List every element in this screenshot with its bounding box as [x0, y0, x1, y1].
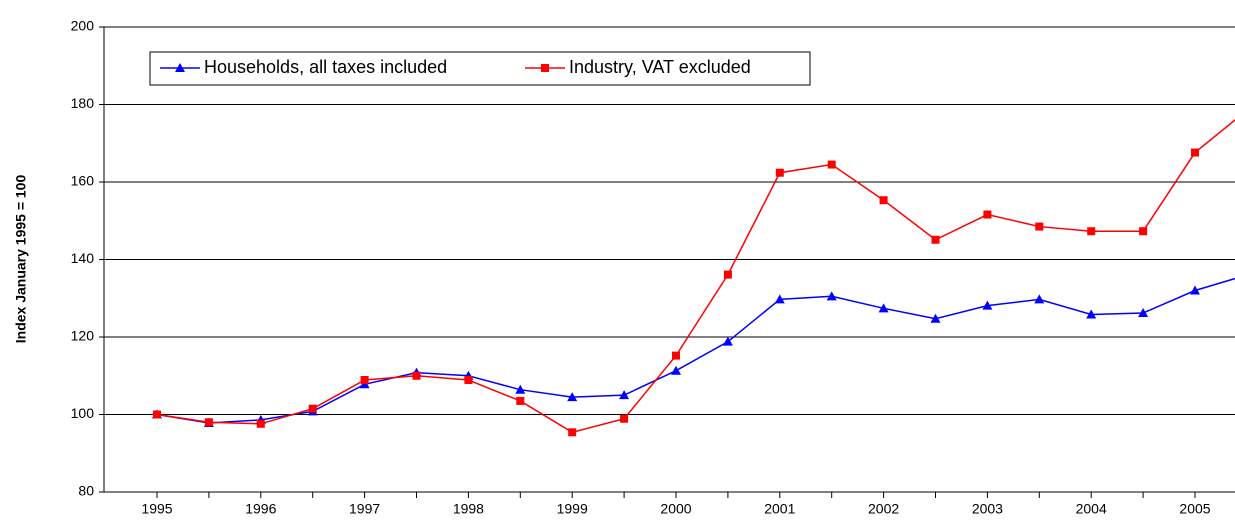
- marker: [620, 414, 629, 423]
- x-tick-label: 1995: [141, 501, 172, 517]
- marker: [1191, 148, 1199, 157]
- marker: [541, 64, 549, 72]
- series-line: [156, 119, 1235, 434]
- x-tick-label: 2000: [660, 501, 691, 517]
- marker: [878, 303, 889, 313]
- marker: [1035, 222, 1044, 231]
- marker: [568, 428, 577, 437]
- marker: [1190, 285, 1200, 295]
- marker: [256, 419, 265, 428]
- marker: [1139, 227, 1148, 236]
- marker: [983, 210, 992, 219]
- marker: [619, 390, 630, 400]
- marker: [567, 392, 578, 402]
- marker: [308, 404, 317, 413]
- y-tick-label: 120: [71, 328, 95, 344]
- marker: [516, 396, 525, 405]
- marker: [671, 365, 681, 375]
- legend-label: Industry, VAT excluded: [569, 57, 751, 77]
- marker: [360, 376, 369, 385]
- marker: [930, 313, 941, 323]
- x-tick-label: 2004: [1076, 501, 1107, 517]
- legend-label: Households, all taxes included: [204, 57, 447, 77]
- y-tick-label: 80: [78, 483, 94, 499]
- marker: [774, 294, 785, 304]
- marker: [1086, 309, 1097, 319]
- marker: [879, 196, 888, 205]
- marker: [775, 168, 784, 177]
- y-axis-label: Index January 1995 = 100: [13, 175, 29, 344]
- marker: [1034, 294, 1045, 304]
- series-line: [156, 277, 1235, 424]
- marker: [515, 384, 526, 394]
- marker: [723, 270, 732, 279]
- x-tick-label: 1998: [453, 501, 484, 517]
- marker: [153, 410, 161, 419]
- x-tick-label: 1997: [349, 501, 380, 517]
- x-tick-label: 2003: [972, 501, 1003, 517]
- marker: [722, 336, 733, 346]
- marker: [931, 235, 940, 244]
- y-tick-label: 160: [71, 173, 95, 189]
- marker: [1138, 307, 1149, 317]
- x-tick-label: 2002: [868, 501, 899, 517]
- y-tick-label: 140: [71, 250, 95, 266]
- legend: [149, 51, 811, 86]
- marker: [982, 300, 993, 310]
- marker: [827, 160, 836, 169]
- x-tick-label: 1999: [557, 501, 588, 517]
- marker: [175, 63, 185, 72]
- marker: [204, 418, 213, 427]
- marker: [464, 376, 473, 385]
- x-tick-label: 2001: [764, 501, 795, 517]
- marker: [1087, 227, 1096, 236]
- marker: [412, 371, 421, 380]
- y-tick-label: 180: [71, 95, 95, 111]
- x-tick-label: 1996: [245, 501, 276, 517]
- marker: [826, 291, 837, 301]
- y-tick-label: 200: [71, 18, 95, 34]
- marker: [672, 351, 680, 360]
- y-tick-label: 100: [71, 405, 95, 421]
- x-tick-label: 2005: [1179, 501, 1210, 517]
